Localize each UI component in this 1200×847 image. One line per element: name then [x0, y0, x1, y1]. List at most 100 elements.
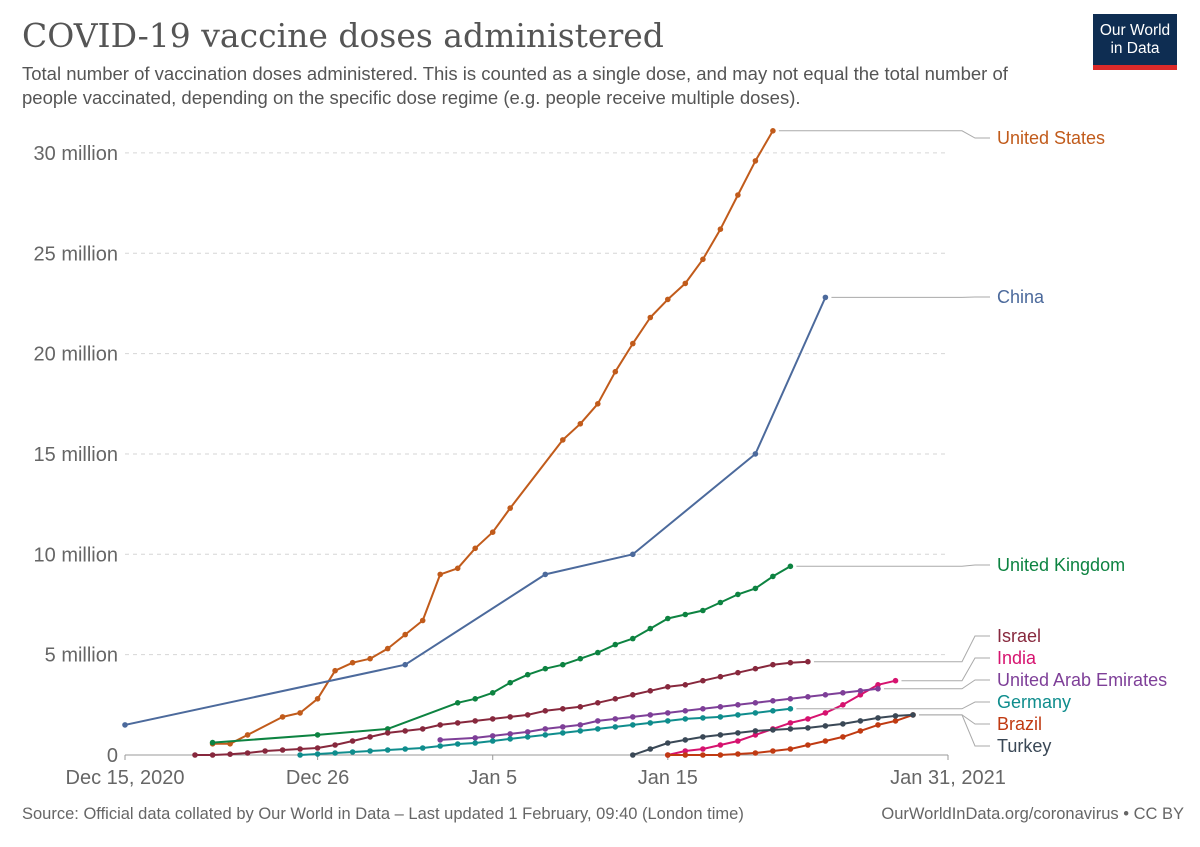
data-point[interactable] [332, 742, 338, 748]
data-point[interactable] [717, 714, 724, 720]
data-point[interactable] [454, 565, 461, 572]
data-point[interactable] [770, 748, 776, 754]
data-point[interactable] [665, 740, 671, 746]
data-point[interactable] [840, 690, 846, 696]
data-point[interactable] [892, 713, 899, 719]
data-point[interactable] [384, 645, 391, 652]
data-point[interactable] [454, 700, 461, 706]
data-point[interactable] [437, 571, 444, 578]
data-point[interactable] [787, 659, 794, 666]
data-point[interactable] [770, 573, 776, 580]
data-point[interactable] [682, 708, 689, 714]
data-point[interactable] [770, 128, 776, 134]
data-point[interactable] [717, 752, 724, 758]
data-point[interactable] [314, 696, 321, 702]
data-point[interactable] [840, 734, 846, 740]
series-label[interactable]: India [997, 648, 1037, 668]
data-point[interactable] [752, 451, 759, 457]
data-point[interactable] [472, 545, 479, 552]
data-point[interactable] [630, 635, 636, 642]
series-label[interactable]: United States [997, 128, 1105, 148]
data-point[interactable] [524, 734, 531, 740]
data-point[interactable] [454, 741, 461, 747]
data-point[interactable] [682, 611, 689, 618]
data-point[interactable] [314, 745, 321, 751]
data-point[interactable] [560, 706, 566, 712]
data-point[interactable] [507, 505, 513, 511]
data-point[interactable] [489, 690, 496, 696]
data-point[interactable] [595, 401, 601, 407]
data-point[interactable] [682, 716, 689, 722]
data-point[interactable] [489, 529, 496, 535]
data-point[interactable] [489, 716, 496, 722]
series-label[interactable]: Germany [997, 692, 1071, 712]
data-point[interactable] [770, 708, 776, 714]
data-point[interactable] [857, 718, 864, 724]
data-point[interactable] [367, 734, 373, 740]
series-line[interactable] [124, 296, 827, 726]
data-point[interactable] [560, 730, 566, 736]
data-point[interactable] [752, 710, 759, 716]
data-point[interactable] [630, 692, 636, 698]
data-point[interactable] [752, 750, 759, 756]
data-point[interactable] [595, 700, 601, 706]
data-point[interactable] [805, 694, 811, 700]
data-point[interactable] [787, 706, 794, 712]
data-point[interactable] [314, 732, 321, 738]
data-point[interactable] [735, 730, 741, 736]
data-point[interactable] [752, 728, 759, 734]
data-point[interactable] [332, 667, 338, 674]
data-point[interactable] [647, 625, 654, 632]
series-label[interactable]: Turkey [997, 736, 1051, 756]
data-point[interactable] [419, 745, 426, 751]
data-point[interactable] [542, 726, 549, 732]
data-point[interactable] [840, 721, 846, 727]
data-point[interactable] [297, 746, 303, 752]
data-point[interactable] [752, 700, 759, 706]
data-point[interactable] [349, 659, 356, 666]
data-point[interactable] [227, 751, 233, 757]
data-point[interactable] [700, 706, 706, 712]
data-point[interactable] [612, 724, 619, 730]
credit-link[interactable]: OurWorldInData.org/coronavirus • CC BY [881, 805, 1184, 823]
data-point[interactable] [770, 727, 776, 733]
data-point[interactable] [244, 732, 251, 738]
data-point[interactable] [577, 722, 584, 728]
data-point[interactable] [349, 738, 356, 744]
data-point[interactable] [875, 722, 881, 728]
series-line[interactable] [300, 707, 791, 756]
data-point[interactable] [577, 704, 584, 710]
data-point[interactable] [489, 733, 496, 739]
data-point[interactable] [822, 738, 829, 744]
data-point[interactable] [665, 718, 671, 724]
series-label[interactable]: United Kingdom [997, 555, 1125, 575]
data-point[interactable] [805, 658, 811, 665]
data-point[interactable] [700, 607, 706, 614]
data-point[interactable] [507, 714, 513, 720]
data-point[interactable] [910, 712, 916, 718]
data-point[interactable] [717, 673, 724, 680]
data-point[interactable] [717, 599, 724, 606]
series-line[interactable] [195, 660, 808, 756]
data-point[interactable] [630, 551, 636, 558]
data-point[interactable] [349, 749, 356, 755]
data-point[interactable] [752, 665, 759, 672]
data-point[interactable] [332, 750, 338, 756]
data-point[interactable] [735, 751, 741, 757]
data-point[interactable] [700, 752, 706, 758]
data-point[interactable] [752, 158, 759, 164]
data-point[interactable] [735, 591, 741, 598]
series-line[interactable] [212, 130, 774, 745]
data-point[interactable] [472, 696, 479, 702]
data-point[interactable] [507, 731, 513, 737]
data-point[interactable] [735, 669, 741, 676]
data-point[interactable] [402, 661, 409, 668]
data-point[interactable] [630, 714, 636, 720]
data-point[interactable] [437, 722, 444, 728]
data-point[interactable] [717, 732, 724, 738]
data-point[interactable] [507, 736, 513, 742]
data-point[interactable] [542, 571, 549, 578]
data-point[interactable] [612, 368, 619, 375]
data-point[interactable] [647, 688, 654, 694]
data-point[interactable] [612, 716, 619, 722]
